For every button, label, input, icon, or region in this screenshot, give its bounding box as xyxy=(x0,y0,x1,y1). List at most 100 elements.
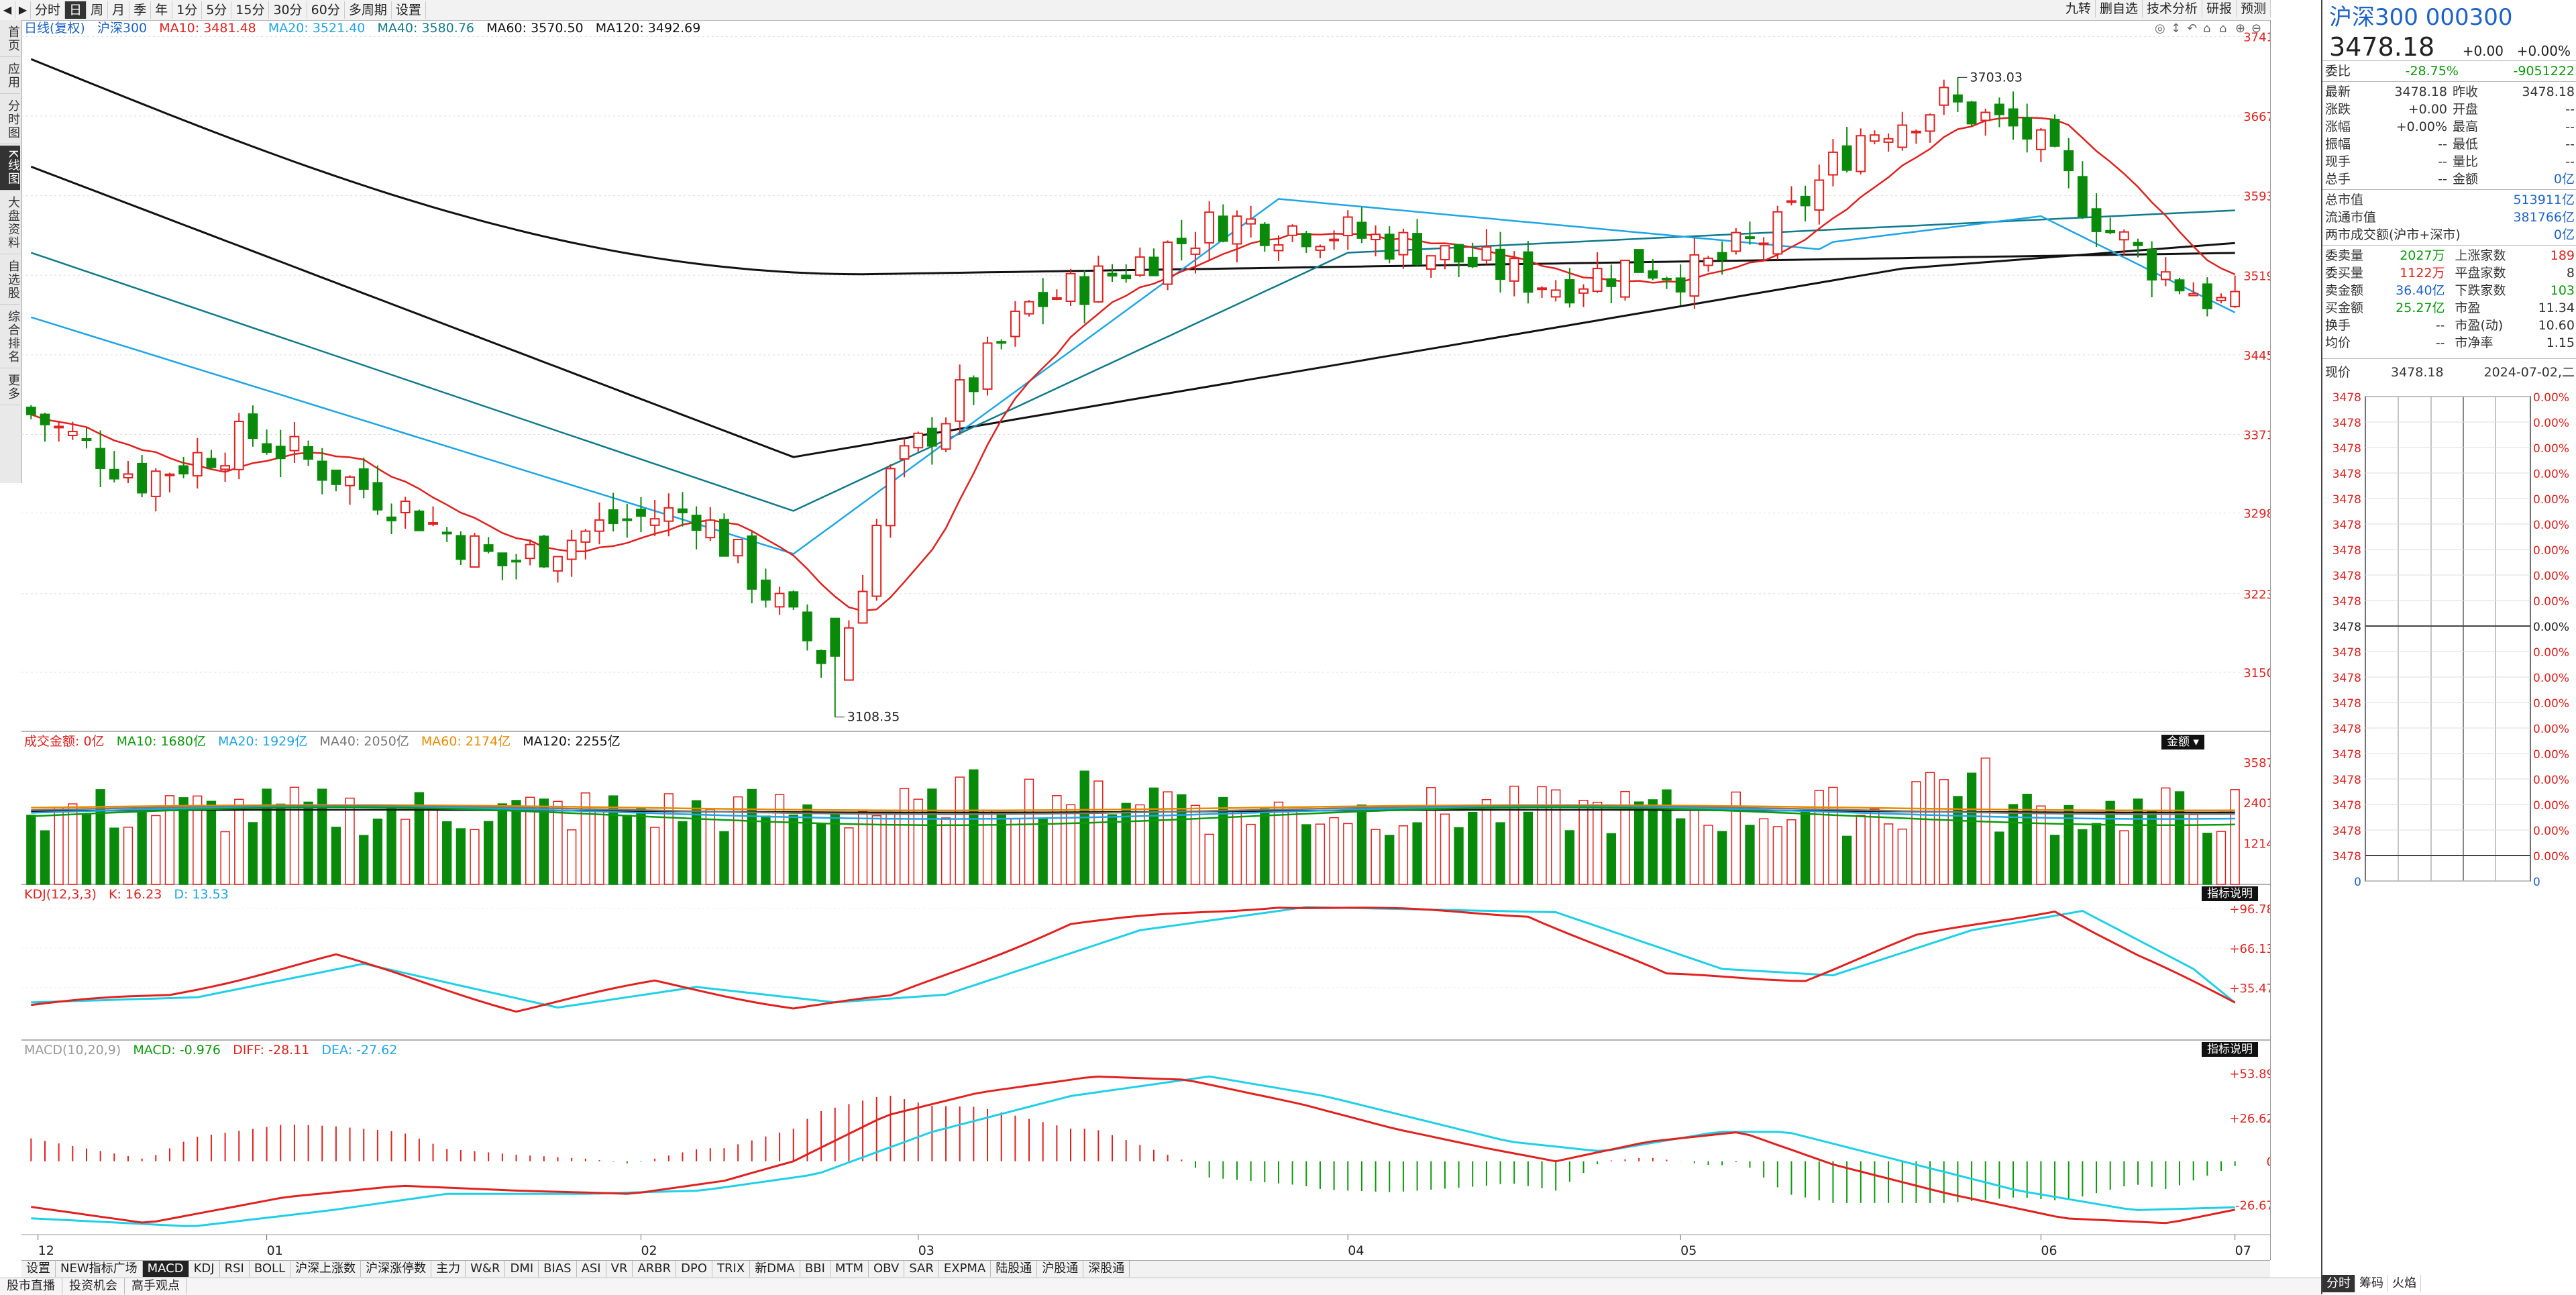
volume-bar[interactable] xyxy=(955,776,965,885)
indicator-tab[interactable]: VR xyxy=(606,1261,633,1277)
candle-body[interactable] xyxy=(428,522,438,525)
candle-body[interactable] xyxy=(1564,279,1575,304)
period-tab[interactable]: 周 xyxy=(87,1,109,19)
candle-body[interactable] xyxy=(1620,260,1630,298)
candle-body[interactable] xyxy=(539,535,549,568)
indicator-tab[interactable]: 沪深上涨数 xyxy=(290,1261,362,1277)
candle-body[interactable] xyxy=(1287,225,1298,236)
candle-body[interactable] xyxy=(497,552,508,566)
volume-bar[interactable] xyxy=(608,795,619,885)
volume-bar[interactable] xyxy=(206,800,217,885)
candle-body[interactable] xyxy=(788,591,799,608)
volume-bar[interactable] xyxy=(1273,801,1284,885)
period-tab[interactable]: 分时 xyxy=(31,1,66,19)
chart-tool-icon[interactable]: ↶ xyxy=(2187,21,2197,36)
volume-bar[interactable] xyxy=(455,828,466,885)
volume-bar[interactable] xyxy=(580,792,590,885)
volume-bar[interactable] xyxy=(1038,817,1048,885)
candle-body[interactable] xyxy=(1467,256,1478,268)
indicator-tab[interactable]: NEW指标广场 xyxy=(56,1261,143,1277)
toolbar-right-button[interactable]: 技术分析 xyxy=(2143,0,2202,17)
candle-body[interactable] xyxy=(678,508,688,513)
volume-bar[interactable] xyxy=(2133,798,2143,885)
candle-body[interactable] xyxy=(1038,292,1049,307)
indicator-tab[interactable]: ARBR xyxy=(633,1261,677,1277)
candle-body[interactable] xyxy=(1176,238,1187,244)
candle-body[interactable] xyxy=(455,535,466,560)
candle-body[interactable] xyxy=(1301,233,1311,248)
volume-bar[interactable] xyxy=(2008,804,2019,885)
macd-help-button[interactable]: 指标说明 xyxy=(2202,1042,2258,1057)
sidebar-item[interactable]: 大盘资料 xyxy=(0,192,20,254)
volume-bar[interactable] xyxy=(40,830,50,885)
candle-body[interactable] xyxy=(968,377,979,393)
volume-bar[interactable] xyxy=(386,807,396,885)
volume-bar[interactable] xyxy=(1052,795,1062,885)
indicator-tab[interactable]: 沪深涨停数 xyxy=(361,1261,432,1277)
volume-bar[interactable] xyxy=(303,801,313,885)
volume-bar[interactable] xyxy=(774,794,785,885)
volume-bar[interactable] xyxy=(913,798,923,885)
volume-bar[interactable] xyxy=(54,807,64,885)
candle-body[interactable] xyxy=(608,509,619,525)
candle-body[interactable] xyxy=(663,507,674,522)
volume-bar[interactable] xyxy=(317,788,327,885)
candle-body[interactable] xyxy=(1121,274,1132,280)
volume-bar[interactable] xyxy=(1177,794,1187,885)
candle-body[interactable] xyxy=(345,476,355,486)
volume-bar[interactable] xyxy=(1107,814,1118,885)
candle-body[interactable] xyxy=(871,525,882,597)
sidebar-item[interactable]: 自选股 xyxy=(0,256,20,305)
volume-bar[interactable] xyxy=(871,815,881,885)
candle-body[interactable] xyxy=(844,627,854,681)
candle-body[interactable] xyxy=(1523,251,1534,293)
volume-bar[interactable] xyxy=(927,788,937,885)
candle-body[interactable] xyxy=(233,420,244,470)
candle-body[interactable] xyxy=(386,516,396,521)
candle-body[interactable] xyxy=(123,473,133,478)
candle-body[interactable] xyxy=(705,519,716,539)
volume-bar[interactable] xyxy=(1426,787,1436,885)
period-tab[interactable]: 5分 xyxy=(202,1,232,19)
volume-bar[interactable] xyxy=(178,797,189,885)
volume-bar[interactable] xyxy=(2078,829,2088,885)
volume-bar[interactable] xyxy=(137,810,147,885)
indicator-tab[interactable]: EXPMA xyxy=(939,1261,991,1277)
candle-body[interactable] xyxy=(1772,211,1783,255)
candle-body[interactable] xyxy=(511,560,521,563)
candle-body[interactable] xyxy=(1537,287,1547,291)
volume-bar[interactable] xyxy=(1301,824,1311,885)
candle-body[interactable] xyxy=(1883,138,1894,143)
volume-bar[interactable] xyxy=(1371,829,1381,885)
volume-bar[interactable] xyxy=(1634,801,1644,885)
volume-bar[interactable] xyxy=(81,814,92,885)
volume-bar[interactable] xyxy=(678,821,688,885)
volume-bar[interactable] xyxy=(1385,835,1395,885)
indicator-tab[interactable]: 主力 xyxy=(431,1261,466,1277)
candle-body[interactable] xyxy=(358,468,369,490)
candle-body[interactable] xyxy=(1800,195,1811,207)
volume-bar[interactable] xyxy=(788,815,798,885)
candle-body[interactable] xyxy=(81,438,92,442)
candle-body[interactable] xyxy=(1939,87,1949,106)
volume-bar[interactable] xyxy=(802,804,812,885)
candle-body[interactable] xyxy=(275,446,286,460)
candle-body[interactable] xyxy=(885,468,896,527)
candle-body[interactable] xyxy=(719,519,729,557)
volume-bar[interactable] xyxy=(1315,823,1326,885)
volume-bar[interactable] xyxy=(1662,789,1672,885)
volume-bar[interactable] xyxy=(1856,815,1866,885)
candle-body[interactable] xyxy=(2105,229,2116,234)
volume-bar[interactable] xyxy=(1689,809,1699,885)
volume-bar[interactable] xyxy=(470,829,480,885)
volume-bar[interactable] xyxy=(1953,796,1963,885)
intraday-mini-chart[interactable]: 3478 0.00% 3478 0.00% 3478 0.00% 3478 0.00% 3478… xyxy=(2322,390,2575,900)
volume-bar[interactable] xyxy=(1079,770,1089,885)
candle-body[interactable] xyxy=(400,501,411,513)
volume-bar[interactable] xyxy=(248,822,258,885)
sidebar-item[interactable]: 首页 xyxy=(0,21,20,57)
indicator-tab[interactable]: 深股通 xyxy=(1083,1261,1130,1277)
period-tab[interactable]: 月 xyxy=(108,1,130,19)
candle-body[interactable] xyxy=(1911,130,1921,134)
candle-body[interactable] xyxy=(1953,94,1963,103)
